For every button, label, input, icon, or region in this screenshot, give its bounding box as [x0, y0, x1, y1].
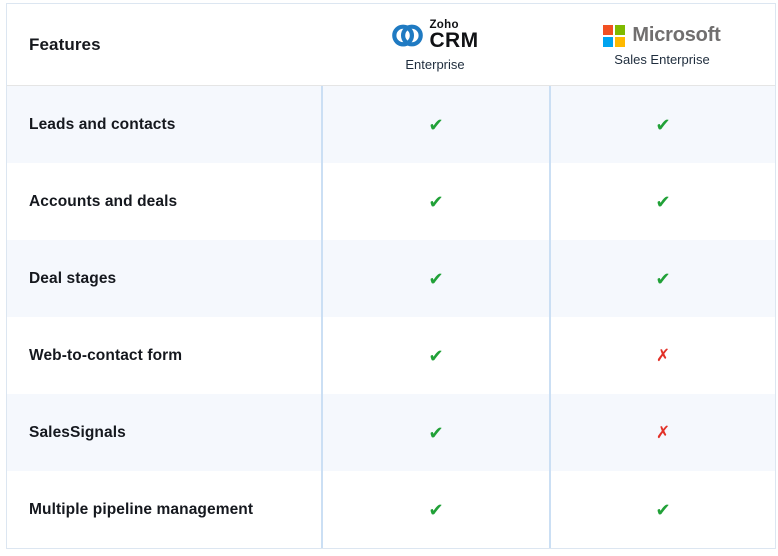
feature-label: Multiple pipeline management — [29, 500, 254, 518]
microsoft-availability-cell: ✔ — [549, 163, 775, 240]
zoho-availability-cell: ✔ — [321, 86, 549, 163]
check-icon: ✔ — [655, 114, 671, 135]
feature-label: Deal stages — [29, 269, 117, 287]
zoho-availability-cell: ✔ — [321, 317, 549, 394]
zoho-plan-label: Enterprise — [405, 57, 465, 72]
crm-brand-text: CRM — [429, 29, 479, 53]
zoho-availability-cell: ✔ — [321, 471, 549, 548]
zoho-wordmark: Zoho CRM — [429, 18, 479, 53]
table-row: Leads and contacts ✔ ✔ — [7, 86, 775, 163]
microsoft-column-header: Microsoft Sales Enterprise — [549, 4, 775, 85]
table-row: Deal stages ✔ ✔ — [7, 240, 775, 317]
microsoft-availability-cell: ✗ — [549, 317, 775, 394]
microsoft-logo-icon — [603, 24, 626, 47]
table-header-row: Features Zoho CRM Enterprise — [7, 4, 775, 86]
feature-label: Accounts and deals — [29, 192, 178, 210]
cross-icon: ✗ — [655, 346, 671, 365]
ms-square-red — [603, 24, 614, 35]
check-icon: ✔ — [655, 499, 671, 520]
microsoft-plan-label: Sales Enterprise — [614, 52, 710, 67]
feature-label: Leads and contacts — [29, 115, 176, 133]
check-icon: ✔ — [428, 345, 444, 366]
feature-label: SalesSignals — [29, 423, 126, 441]
zoho-availability-cell: ✔ — [321, 240, 549, 317]
zoho-column-header: Zoho CRM Enterprise — [321, 4, 549, 85]
microsoft-availability-cell: ✗ — [549, 394, 775, 471]
table-row: SalesSignals ✔ ✗ — [7, 394, 775, 471]
ms-square-yellow — [615, 36, 626, 47]
zoho-availability-cell: ✔ — [321, 163, 549, 240]
table-row: Web-to-contact form ✔ ✗ — [7, 317, 775, 394]
check-icon: ✔ — [428, 114, 444, 135]
check-icon: ✔ — [428, 422, 444, 443]
table-row: Accounts and deals ✔ ✔ — [7, 163, 775, 240]
microsoft-brand-text: Microsoft — [632, 24, 721, 46]
zoho-availability-cell: ✔ — [321, 394, 549, 471]
check-icon: ✔ — [655, 191, 671, 212]
table-row: Multiple pipeline management ✔ ✔ — [7, 471, 775, 548]
cross-icon: ✗ — [655, 423, 671, 442]
feature-label: Web-to-contact form — [29, 346, 183, 364]
features-column-header: Features — [29, 34, 101, 54]
table-body: Leads and contacts ✔ ✔ Accounts and deal… — [7, 86, 775, 548]
zoho-brand-text: Zoho — [429, 18, 459, 31]
microsoft-availability-cell: ✔ — [549, 471, 775, 548]
ms-square-green — [615, 24, 626, 35]
check-icon: ✔ — [655, 268, 671, 289]
feature-comparison-table: Features Zoho CRM Enterprise — [6, 3, 776, 549]
microsoft-logo: Microsoft — [603, 24, 721, 47]
zoho-crm-logo: Zoho CRM — [391, 19, 478, 52]
check-icon: ✔ — [428, 191, 444, 212]
check-icon: ✔ — [428, 499, 444, 520]
microsoft-availability-cell: ✔ — [549, 240, 775, 317]
ms-square-blue — [603, 36, 614, 47]
microsoft-availability-cell: ✔ — [549, 86, 775, 163]
check-icon: ✔ — [428, 268, 444, 289]
zoho-crm-rings-icon — [392, 24, 424, 47]
